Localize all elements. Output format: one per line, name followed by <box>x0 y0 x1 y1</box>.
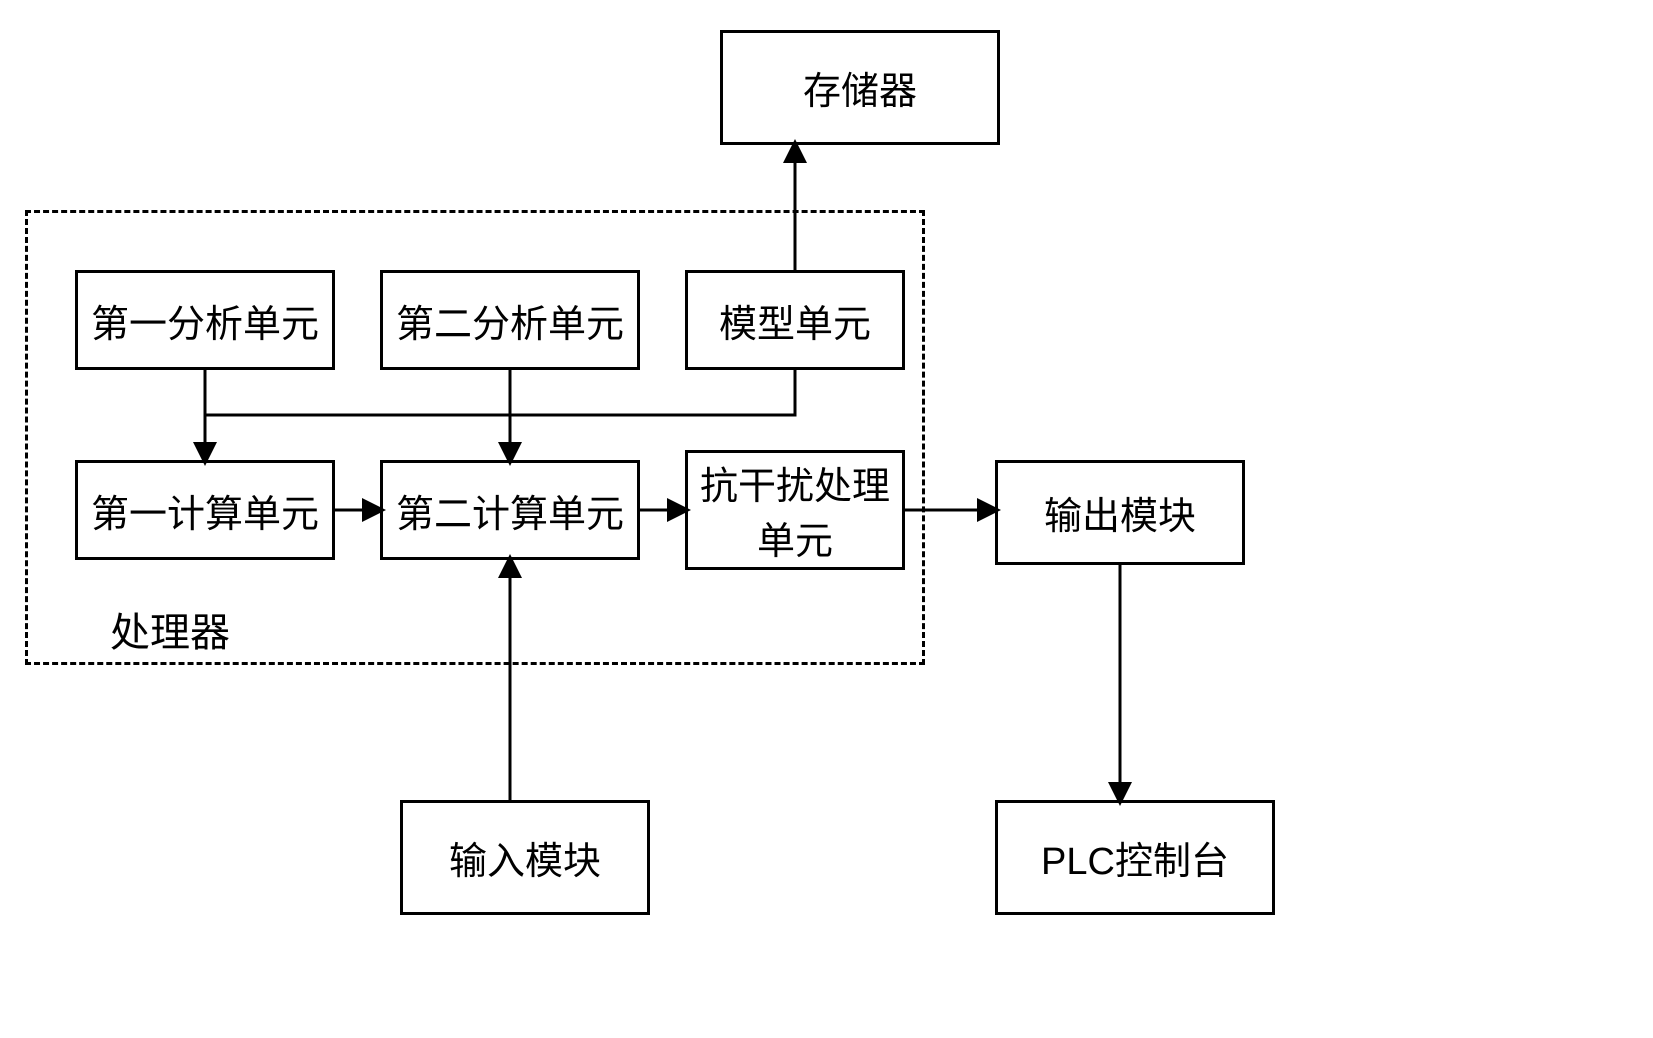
node-calc2: 第二计算单元 <box>380 460 640 560</box>
node-antinoise: 抗干扰处理单元 <box>685 450 905 570</box>
node-storage: 存储器 <box>720 30 1000 145</box>
node-plc: PLC控制台 <box>995 800 1275 915</box>
node-analysis1: 第一分析单元 <box>75 270 335 370</box>
node-input: 输入模块 <box>400 800 650 915</box>
processor-container-label: 处理器 <box>110 600 230 658</box>
node-output: 输出模块 <box>995 460 1245 565</box>
node-calc1: 第一计算单元 <box>75 460 335 560</box>
node-analysis2: 第二分析单元 <box>380 270 640 370</box>
node-model: 模型单元 <box>685 270 905 370</box>
